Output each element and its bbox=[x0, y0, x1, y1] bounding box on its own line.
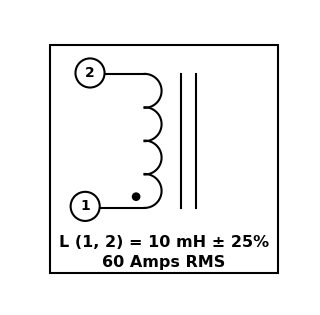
Text: 60 Amps RMS: 60 Amps RMS bbox=[102, 255, 226, 270]
Circle shape bbox=[132, 193, 140, 200]
Text: 1: 1 bbox=[80, 199, 90, 213]
Text: 2: 2 bbox=[85, 66, 95, 80]
Text: L (1, 2) = 10 mH ± 25%: L (1, 2) = 10 mH ± 25% bbox=[59, 235, 269, 250]
